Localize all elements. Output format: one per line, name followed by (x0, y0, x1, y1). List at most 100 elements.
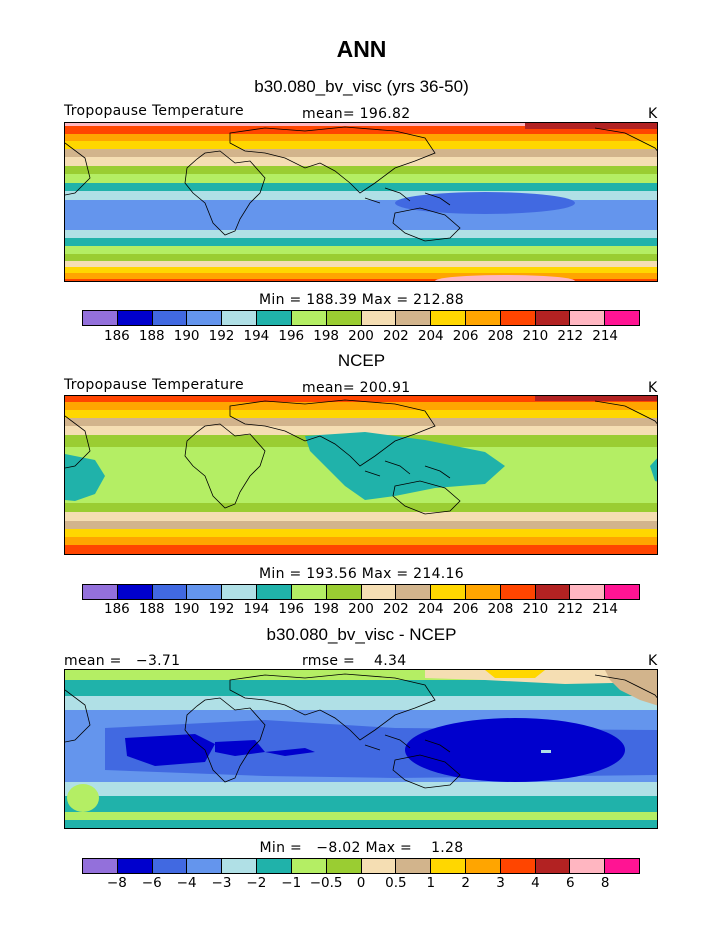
p1-band-3 (65, 141, 657, 149)
p2-coast-australia (392, 480, 461, 515)
p3-pacific-spot (541, 750, 551, 753)
p2-coast-eurasia (229, 399, 436, 467)
colorbar2-swatch-4 (222, 585, 258, 599)
panel2-minmax: Min = 193.56 Max = 214.16 (259, 566, 464, 582)
panel1-mean-label: mean= 196.82 (302, 106, 411, 122)
colorbar3-swatch-10 (431, 859, 466, 873)
p1-band-6 (65, 166, 657, 174)
p1-band-8 (65, 183, 657, 191)
colorbar2-label-7: 200 (348, 601, 374, 617)
panel1-colorbar-labels: 186 188 190 192 194 196 198 200 202 204 206 208 210 2… (82, 328, 640, 344)
p1-coast-australia (392, 207, 461, 242)
p3-coast-australia (392, 754, 461, 789)
colorbar3-swatch-6 (291, 859, 327, 873)
colorbar1-swatch-0 (83, 311, 118, 325)
panel3-mean-label: mean = −3.71 (64, 653, 181, 669)
colorbar2-label-12: 210 (522, 601, 549, 617)
p1-coast-africa (184, 150, 266, 236)
p3-coast-eurasia (229, 673, 436, 741)
colorbar2-swatch-8 (361, 585, 397, 599)
colorbar2-swatch-7 (326, 585, 362, 599)
colorbar2-label-9: 204 (417, 601, 444, 617)
p1-band-7 (65, 174, 657, 183)
colorbar1-label-1: 188 (138, 328, 165, 344)
colorbar1-swatch-14 (570, 311, 606, 325)
colorbar3-label-10: 2 (461, 875, 470, 891)
colorbar1-swatch-7 (326, 311, 362, 325)
p3-north-warm (425, 670, 657, 684)
colorbar2-label-11: 208 (487, 601, 514, 617)
colorbar3-label-14: 8 (600, 875, 610, 891)
colorbar1-swatch-10 (431, 311, 466, 325)
colorbar3-swatch-8 (361, 859, 397, 873)
panel1-variable-label: Tropopause Temperature (64, 103, 244, 119)
p1-band-4 (65, 149, 657, 157)
colorbar3-swatch-7 (326, 859, 362, 873)
p3-coast-americas-east (594, 674, 657, 699)
colorbar2-label-2: 190 (173, 601, 200, 617)
colorbar1-swatch-12 (500, 311, 536, 325)
colorbar1-label-7: 200 (348, 328, 374, 344)
p1-band-18 (65, 279, 657, 281)
colorbar1-label-10: 206 (452, 328, 479, 344)
panel1-map (64, 122, 658, 282)
colorbar3-swatch-1 (117, 859, 153, 873)
colorbar1-swatch-5 (257, 311, 292, 325)
p1-band-9 (65, 191, 657, 200)
p3-south-edge-2 (65, 820, 657, 828)
colorbar3-label-1: −6 (141, 875, 162, 891)
colorbar1-swatch-13 (535, 311, 571, 325)
p2-band-9 (65, 521, 657, 529)
panel1-colorbar (82, 310, 640, 326)
p3-indian-min (265, 748, 315, 756)
p1-coast-eurasia (229, 126, 436, 194)
colorbar1-label-6: 198 (313, 328, 340, 344)
p3-band-north-1 (65, 680, 657, 696)
panel3-colorbar-labels: −8 −6 −4 −3 −2 −1 −0.5 0 0.5 1 2 3 4 6 8 (82, 875, 640, 891)
colorbar3-swatch-14 (570, 859, 606, 873)
p3-pacific-min (405, 718, 625, 782)
colorbar1-swatch-11 (465, 311, 501, 325)
p1-coast-americas-east (594, 127, 657, 152)
colorbar2-swatch-13 (535, 585, 571, 599)
colorbar3-label-4: −2 (246, 875, 267, 891)
colorbar1-swatch-3 (187, 311, 223, 325)
p1-band-14 (65, 254, 657, 261)
p1-band-15 (65, 261, 657, 267)
p2-band-3 (65, 418, 657, 426)
colorbar2-label-10: 206 (452, 601, 479, 617)
panel1-title: b30.080_bv_visc (yrs 36-50) (254, 77, 469, 96)
panel3-rmse-label: rmse = 4.34 (302, 653, 407, 669)
colorbar2-swatch-12 (500, 585, 536, 599)
panel1-minmax: Min = 188.39 Max = 212.88 (259, 292, 464, 308)
colorbar3-swatch-13 (535, 859, 571, 873)
p3-coastlines (65, 673, 657, 789)
colorbar1-label-4: 194 (243, 328, 270, 344)
colorbar1-swatch-4 (222, 311, 258, 325)
p2-warm-pool-min (305, 432, 505, 500)
colorbar2-swatch-9 (396, 585, 432, 599)
p2-coast-islands (364, 460, 451, 479)
p1-warm-pool-min (395, 192, 575, 214)
colorbar1-swatch-9 (396, 311, 432, 325)
p2-band-11 (65, 537, 657, 545)
panel3-colorbar (82, 858, 640, 874)
p2-band-1 (65, 402, 657, 410)
colorbar1-label-2: 190 (173, 328, 200, 344)
colorbar1-label-11: 208 (487, 328, 514, 344)
p1-band-12 (65, 238, 657, 246)
p1-band-2 (65, 134, 657, 141)
colorbar1-label-9: 204 (417, 328, 444, 344)
p3-africa-min-2 (215, 740, 265, 756)
colorbar3-label-6: −0.5 (309, 875, 343, 891)
colorbar2-label-3: 192 (208, 601, 235, 617)
colorbar2-label-8: 202 (382, 601, 409, 617)
colorbar1-swatch-2 (152, 311, 188, 325)
p2-coastlines (65, 399, 657, 515)
panel2-map (64, 395, 658, 555)
p1-south-max (435, 275, 575, 281)
p2-band-12 (65, 545, 657, 554)
panel2-contour-plot (65, 396, 657, 554)
p2-band-4 (65, 426, 657, 435)
p2-band-8 (65, 512, 657, 521)
